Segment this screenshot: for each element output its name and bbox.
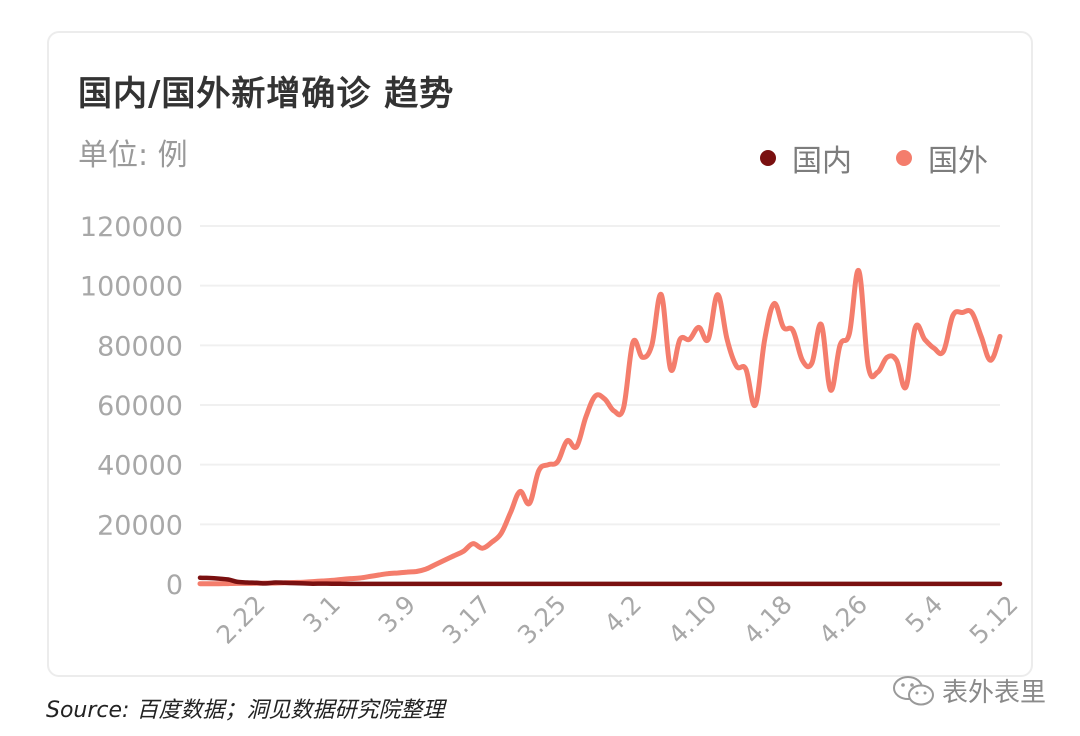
x-tick-label: 3.17 [437,590,497,650]
y-tick-label: 20000 [97,510,183,541]
y-axis-ticks: 0 20000 40000 60000 80000 100000 120000 [80,212,183,601]
watermark-text: 表外表里 [942,678,1047,708]
y-tick-label: 80000 [97,331,183,362]
y-tick-label: 0 [166,570,183,601]
legend-item-foreign[interactable]: 国外 [896,136,988,180]
x-tick-label: 3.1 [297,590,346,639]
y-tick-label: 100000 [80,272,183,303]
legend-label-domestic: 国内 [792,144,852,179]
watermark: 表外表里 [892,672,1046,709]
x-tick-label: 4.10 [663,590,723,650]
series-lines [197,268,1003,587]
source-note: Source: 百度数据；洞见数据研究院整理 [46,698,445,723]
series-line-domestic [197,575,1003,587]
unit-label: 单位: 例 [78,138,188,173]
y-tick-label: 40000 [97,451,183,482]
legend: 国内 国外 [716,136,988,180]
legend-label-foreign: 国外 [928,144,988,179]
wechat-icon [893,675,934,705]
x-axis-ticks: 2.22 3.1 3.9 3.17 3.25 4.2 4.10 4.18 4.26 5.4 5.12 [211,590,1024,650]
x-tick-label: 5.4 [900,590,949,639]
y-tick-label: 120000 [80,212,183,243]
grid-lines [200,225,1000,526]
x-tick-label: 4.26 [813,590,873,650]
legend-dot-domestic [760,150,776,166]
legend-dot-foreign [896,150,912,166]
x-tick-label: 4.18 [738,590,798,650]
x-tick-label: 5.12 [964,590,1024,650]
chart-title: 国内/国外新增确诊 趋势 [78,74,455,114]
x-tick-label: 4.2 [599,590,648,639]
y-tick-label: 60000 [97,391,183,422]
x-tick-label: 3.9 [373,590,422,639]
legend-item-domestic[interactable]: 国内 [760,136,852,180]
x-tick-label: 3.25 [512,590,572,650]
series-line-foreign [197,268,1003,587]
x-tick-label: 2.22 [211,590,271,650]
